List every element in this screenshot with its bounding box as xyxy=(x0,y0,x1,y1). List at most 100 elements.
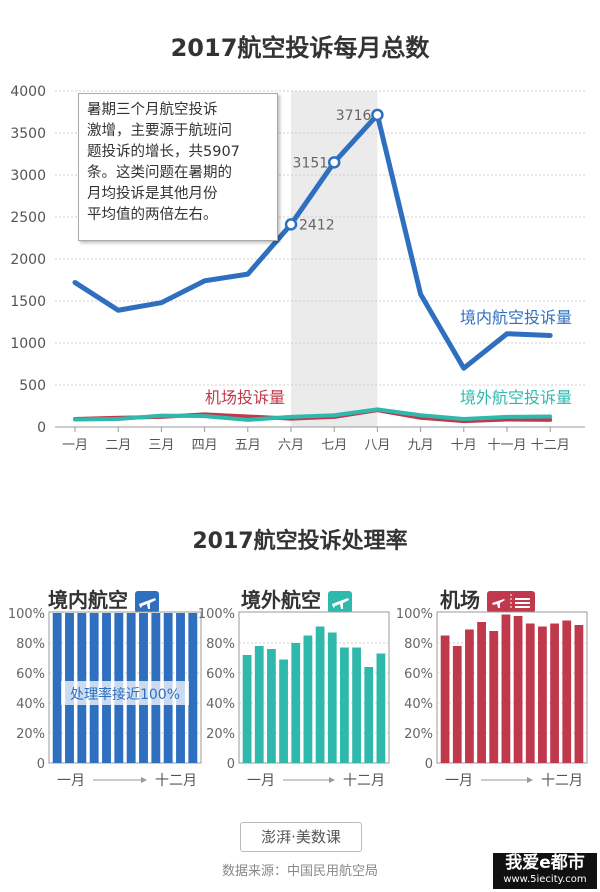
y-tick-label: 80% xyxy=(206,637,235,652)
bar xyxy=(477,622,486,763)
data-label: 3151 xyxy=(293,155,329,171)
annotation-line: 条。这类问题在暑期的 xyxy=(87,165,232,181)
annotation-line: 题投诉的增长，共5907 xyxy=(87,144,240,160)
y-tick-label: 100% xyxy=(396,607,433,622)
y-tick-label: 1000 xyxy=(10,336,46,352)
airplane-icon xyxy=(134,590,159,613)
series-line-0 xyxy=(72,112,553,371)
x-label-start: 一月 xyxy=(57,773,85,789)
bar xyxy=(440,635,450,763)
x-tick-label: 十二月 xyxy=(531,438,570,453)
y-tick-label: 20% xyxy=(16,727,45,742)
y-tick-label: 2500 xyxy=(10,210,46,226)
y-tick-label: 1500 xyxy=(10,294,46,310)
annotation-line: 激增，主要源于航班问 xyxy=(87,123,232,139)
line-chart-series xyxy=(72,108,553,424)
bar xyxy=(291,643,301,763)
y-tick-label: 100% xyxy=(8,607,45,622)
y-tick-label: 3500 xyxy=(10,126,46,142)
bar xyxy=(538,626,547,763)
footer-logo: 澎湃·美数课 xyxy=(240,822,362,852)
y-tick-label: 20% xyxy=(404,727,433,742)
y-tick-label: 3000 xyxy=(10,168,46,184)
annotation-text: 暑期三个月航空投诉 激增，主要源于航班问 题投诉的增长，共5907 条。这类问题在暑期… xyxy=(79,94,277,232)
y-tick-label: 100% xyxy=(198,607,235,622)
line-chart: 0 500 1000 1500 2000 2500 3000 3500 4000 一月 二月 三月 四月… xyxy=(10,84,585,453)
bar-chart-domestic: 0 20% 40% 60% 80% 100% 一月 十二月 处理率接近100% xyxy=(8,607,202,789)
data-label: 3716 xyxy=(336,108,372,124)
x-label-start: 一月 xyxy=(247,773,275,789)
x-tick-label: 十月 xyxy=(451,438,477,453)
data-source: 数据来源：中国民用航空局 xyxy=(221,864,378,879)
y-tick-label: 80% xyxy=(16,637,45,652)
y-tick-label: 60% xyxy=(16,667,45,682)
bar-chart-foreign: 0 20% 40% 60% 80% 100% 一月 十二月 xyxy=(198,607,390,789)
watermark: 我爱e都市 www.5iecity.com xyxy=(493,853,597,889)
line-chart-grid xyxy=(55,90,585,432)
bar xyxy=(315,626,325,763)
rate-bar-charts: 0 20% 40% 60% 80% 100% 一月 十二月 处理率接近100% 0 20% 40% 6… xyxy=(8,607,588,789)
plot-frame xyxy=(238,611,390,764)
x-tick-label: 一月 xyxy=(62,438,88,453)
bar xyxy=(364,667,374,763)
bar xyxy=(513,616,523,763)
x-tick-label: 九月 xyxy=(408,438,434,453)
x-arrow-head xyxy=(141,777,147,783)
panel-title-domestic: 境内航空 xyxy=(48,584,159,613)
y-tick-label: 0 xyxy=(425,757,433,772)
bar xyxy=(501,614,511,763)
x-tick-label: 五月 xyxy=(235,438,261,453)
bar-annotation: 处理率接近100% xyxy=(70,686,180,703)
annotation-line: 平均值的两倍左右。 xyxy=(87,207,218,223)
data-label: 2412 xyxy=(299,217,335,233)
series-line-2 xyxy=(73,407,553,422)
series-name-label: 境外航空投诉量 xyxy=(460,388,572,407)
y-tick-label: 20% xyxy=(206,727,235,742)
x-tick-label: 二月 xyxy=(105,438,131,453)
bar xyxy=(267,649,276,763)
x-tick-label: 四月 xyxy=(192,438,218,453)
y-tick-label: 4000 xyxy=(10,84,46,100)
bar xyxy=(327,632,337,763)
data-point xyxy=(371,108,384,122)
main-chart-title: 2017航空投诉每月总数 xyxy=(170,34,430,62)
y-tick-label: 60% xyxy=(404,667,433,682)
bar xyxy=(562,620,572,763)
bar xyxy=(352,647,361,763)
bar xyxy=(52,613,62,763)
panel-title-foreign: 境外航空 xyxy=(241,584,352,613)
data-point xyxy=(327,156,341,169)
y-tick-label: 40% xyxy=(16,697,45,712)
x-tick-label: 三月 xyxy=(148,438,174,453)
x-label-start: 一月 xyxy=(445,773,473,789)
y-tick-label: 2000 xyxy=(10,252,46,268)
x-label-end: 十二月 xyxy=(155,773,197,789)
y-tick-label: 0 xyxy=(227,757,235,772)
data-point xyxy=(284,218,298,231)
bar xyxy=(550,623,559,763)
annotation-line: 月均投诉是其他月份 xyxy=(87,186,218,202)
series-name-label: 机场投诉量 xyxy=(205,388,285,407)
bar xyxy=(489,631,499,763)
y-tick-label: 60% xyxy=(206,667,235,682)
bar xyxy=(188,613,198,763)
bar xyxy=(279,659,288,763)
bar xyxy=(452,646,462,763)
rate-chart-title: 2017航空投诉处理率 xyxy=(192,529,408,554)
panel-title-airport: 机场 xyxy=(440,584,535,613)
y-tick-label: 0 xyxy=(37,757,45,772)
annotation-line: 暑期三个月航空投诉 xyxy=(87,102,218,118)
bar xyxy=(254,646,264,763)
bar-chart-airport: 0 20% 40% 60% 80% 100% 一月 十二月 xyxy=(396,607,588,789)
y-tick-label: 80% xyxy=(404,637,433,652)
ticket-icon xyxy=(486,590,535,613)
x-arrow-head xyxy=(329,777,335,783)
y-tick-label: 0 xyxy=(37,420,46,436)
y-tick-label: 500 xyxy=(19,378,46,394)
line-chart-labels: 0 500 1000 1500 2000 2500 3000 3500 4000 一月 二月 三月 四月… xyxy=(10,84,572,453)
bar xyxy=(340,647,349,763)
x-tick-label: 六月 xyxy=(278,438,304,453)
y-tick-label: 40% xyxy=(206,697,235,712)
x-label-end: 十二月 xyxy=(541,773,583,789)
y-tick-label: 40% xyxy=(404,697,433,712)
